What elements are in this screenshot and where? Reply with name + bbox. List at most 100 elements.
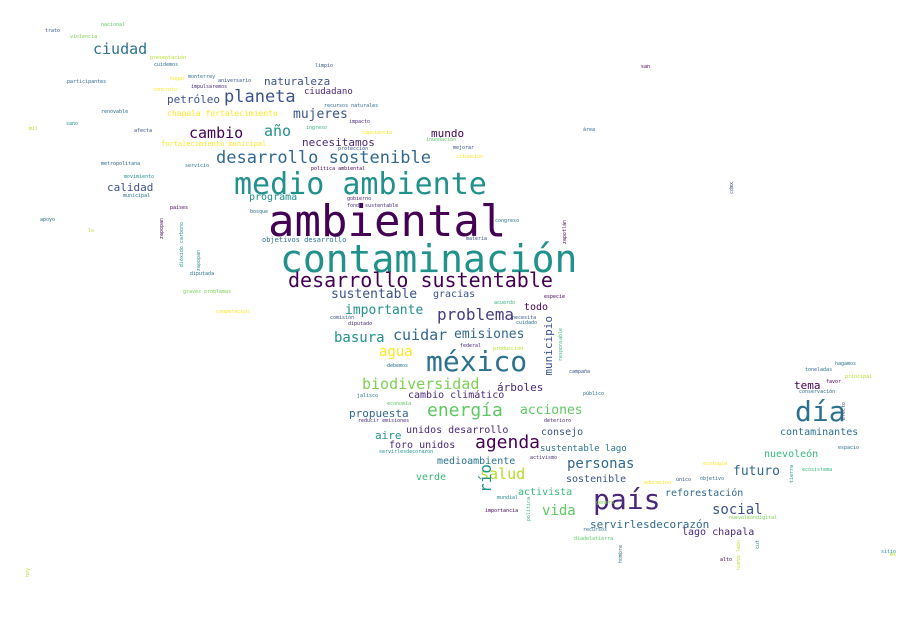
word-23: social [712,502,763,518]
word-25: sustentable [331,287,418,302]
word-128: política [526,497,532,522]
word-12: ciudad [93,40,148,58]
word-132: objetivo [700,476,725,482]
word-120: público [583,391,605,397]
word-30: mundo [431,127,465,140]
word-131: único [676,477,692,483]
word-114: responsable [558,328,564,362]
word-9: energía [427,400,503,421]
word-45: foro unidos [389,440,456,451]
word-72: san [641,64,651,70]
word-147: alto [720,557,733,563]
word-145: tierra [789,465,795,484]
word-63: presentación [150,55,187,61]
word-127: importancia [485,508,519,514]
word-47: sustentable lago [540,444,627,454]
word-55: tema [794,379,821,392]
word-22: vida [542,503,576,519]
word-5: país [593,483,661,516]
word-65: participantes [67,79,107,85]
word-7: planeta [224,87,296,107]
word-94: países [170,205,189,211]
word-117: debemos [387,363,409,369]
word-92: gobierno [347,196,372,202]
word-123: deterioro [544,418,572,424]
word-39: municipio [542,316,555,376]
word-136: género [596,500,615,506]
word-1: contaminación [280,237,578,281]
word-95: bosque [250,209,269,215]
word-50: verde [416,472,447,483]
word-87: servicio [185,163,210,169]
word-126: mundial [497,495,519,501]
word-125: activismo [530,455,558,461]
word-99: zapotlán [562,220,568,245]
word-133: recursos [583,527,608,533]
word-135: diadelatierra [574,536,614,542]
word-73: renovable [101,109,129,115]
word-2: medio ambiente [234,167,487,202]
word-61: trato [45,28,61,34]
word-102: lo [88,228,95,234]
word-113: cuidado [516,320,538,326]
word-56: contaminantes [780,427,859,438]
word-134: hombre [618,545,624,564]
word-8: desarrollo sostenible [216,148,431,168]
word-118: campaña [569,369,591,375]
word-139: toneladas [805,367,833,373]
word-60: nacional [101,22,126,28]
word-41: cambio climático [408,390,505,401]
word-138: hagamos [835,361,857,367]
word-108: acuerdo [494,300,516,306]
word-53: servirlesdecorazón [590,518,710,531]
word-119: jalisco [357,393,379,399]
word-0: ambiental [268,196,507,247]
word-151: cut [755,540,761,550]
word-17: basura [334,330,385,346]
word-121: economía [387,401,412,407]
word-137: nuevoleóndigital [729,515,778,521]
word-130: educación [644,480,672,486]
word-51: activista [518,487,573,498]
word-26: importante [345,303,424,318]
word-52: reforestación [665,488,744,499]
word-24: río [476,464,495,493]
word-76: afecta [134,128,153,134]
word-110: necesita [512,315,537,321]
word-35: calidad [107,181,154,194]
word-150: sitio [881,549,897,555]
word-6: día [795,395,846,428]
word-31: naturaleza [264,75,331,88]
word-82: inundación [426,137,457,143]
word-152: mx [890,552,897,558]
word-91: cdmx [729,182,735,195]
word-54: lago chapala [682,527,755,538]
word-40: árboles [497,381,544,394]
word-122: reducir emisiones [358,418,410,424]
word-149: hoy [25,568,31,578]
word-59: chapala fortalecimiento [167,109,278,118]
word-146: ecosistema [802,467,833,473]
word-34: necesitamos [302,136,375,149]
word-98: zapopan [159,218,165,240]
word-78: impacto [349,119,371,125]
word-38: todo [524,302,549,313]
word-29: futuro [733,464,780,479]
word-144: espacio [838,445,860,451]
word-58: fortalecimiento municipal [161,140,267,148]
word-96: apoyo [40,217,56,223]
word-75: sano [66,121,79,127]
word-27: emisiones [454,327,525,342]
word-105: diputada [190,271,215,277]
word-18: agua [379,344,413,360]
word-74: recursos naturales [324,103,379,109]
word-111: comisión [330,315,355,321]
word-77: ingreso [306,125,328,131]
word-71: limpio [315,63,334,69]
word-49: sostenible [566,474,627,485]
word-103: dióxido carbono [179,222,185,268]
word-88: movimiento [124,174,155,180]
word-4: méxico [426,345,528,378]
word-10: agenda [475,432,541,453]
word-36: programa [249,192,298,203]
